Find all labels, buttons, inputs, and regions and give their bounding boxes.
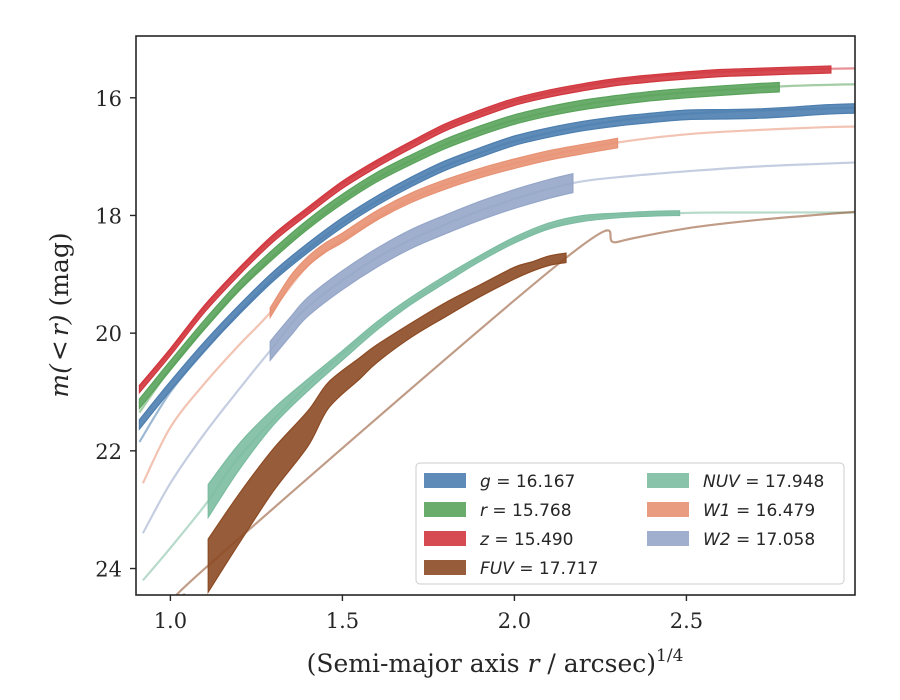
y-axis-title-close: ) [45,314,74,325]
series-w2-measured-band [269,172,574,362]
series-fuv [174,210,855,595]
series-layer [138,65,855,595]
y-tick-label: 18 [95,204,122,228]
x-tick-label: 1.0 [154,609,187,633]
y-axis-title-unit: (mag) [45,232,74,314]
series-fuv-measured-band [207,252,567,595]
legend-label-w2: W2 = 17.058 [703,530,815,550]
series-nuv [142,210,855,582]
series-z [138,65,855,395]
y-tick-label: 22 [95,440,122,464]
series-w1-measured-band [269,137,619,320]
legend-label-r: r = 15.768 [480,501,572,521]
ticks-layer: 1.0 1.5 2.0 2.5 16 18 20 22 24 [95,87,703,633]
legend-item-fuv: FUV = 17.717 [424,559,598,579]
legend-label-w1: W1 = 16.479 [703,501,815,521]
y-tick-label: 20 [95,322,122,346]
legend-swatch-z [424,531,466,546]
legend-item-g: g = 16.167 [424,472,575,492]
series-w2 [141,161,855,534]
y-tick-label: 16 [95,87,122,111]
legend-item-w1: W1 = 16.479 [647,501,815,521]
x-axis-title-suffix: / arcsec) [539,649,656,678]
series-r [138,81,855,414]
legend-item-nuv: NUV = 17.948 [647,472,824,492]
x-axis-title: (Semi-major axis r / arcsec)1/4 [307,646,684,678]
series-nuv-measured-band [207,210,681,520]
y-axis-title-open: ( [45,363,74,374]
series-z-measured-band [138,65,832,395]
legend-swatch-nuv [647,473,689,488]
legend-swatch-w1 [647,502,689,517]
x-tick-label: 2.0 [498,609,531,633]
y-axis-title-r: r [45,322,74,336]
legend-item-z: z = 15.490 [424,530,573,550]
y-axis-title-m: m [45,374,74,398]
legend-label-z: z = 15.490 [479,530,573,550]
legend-label-fuv: FUV = 17.717 [480,559,598,579]
plot-frame [135,35,856,596]
series-w1 [141,125,855,484]
x-tick-label: 2.5 [670,609,703,633]
series-r-measured-band [138,81,780,411]
legend-swatch-w2 [647,531,689,546]
legend-box [415,462,845,585]
legend-item-w2: W2 = 17.058 [647,530,815,550]
legend-item-r: r = 15.768 [424,501,572,521]
x-axis-title-exponent: 1/4 [656,646,683,666]
y-axis-title-lt: < [45,340,74,361]
x-axis-title-var: r [528,649,542,678]
legend-swatch-fuv [424,560,466,575]
series-g [138,103,855,443]
legend: g = 16.167 r = 15.768 z = 15.490 FUV = 17.7… [415,462,845,585]
legend-swatch-r [424,502,466,517]
legend-label-g: g = 16.167 [480,472,575,492]
legend-label-nuv: NUV = 17.948 [703,472,824,492]
series-g-measured-band [138,103,855,431]
x-axis-title-prefix: (Semi-major axis [307,649,528,678]
x-tick-label: 1.5 [326,609,359,633]
y-tick-label: 24 [95,558,122,582]
legend-swatch-g [424,473,466,488]
y-axis-title: m( < r) (mag) [45,232,74,397]
